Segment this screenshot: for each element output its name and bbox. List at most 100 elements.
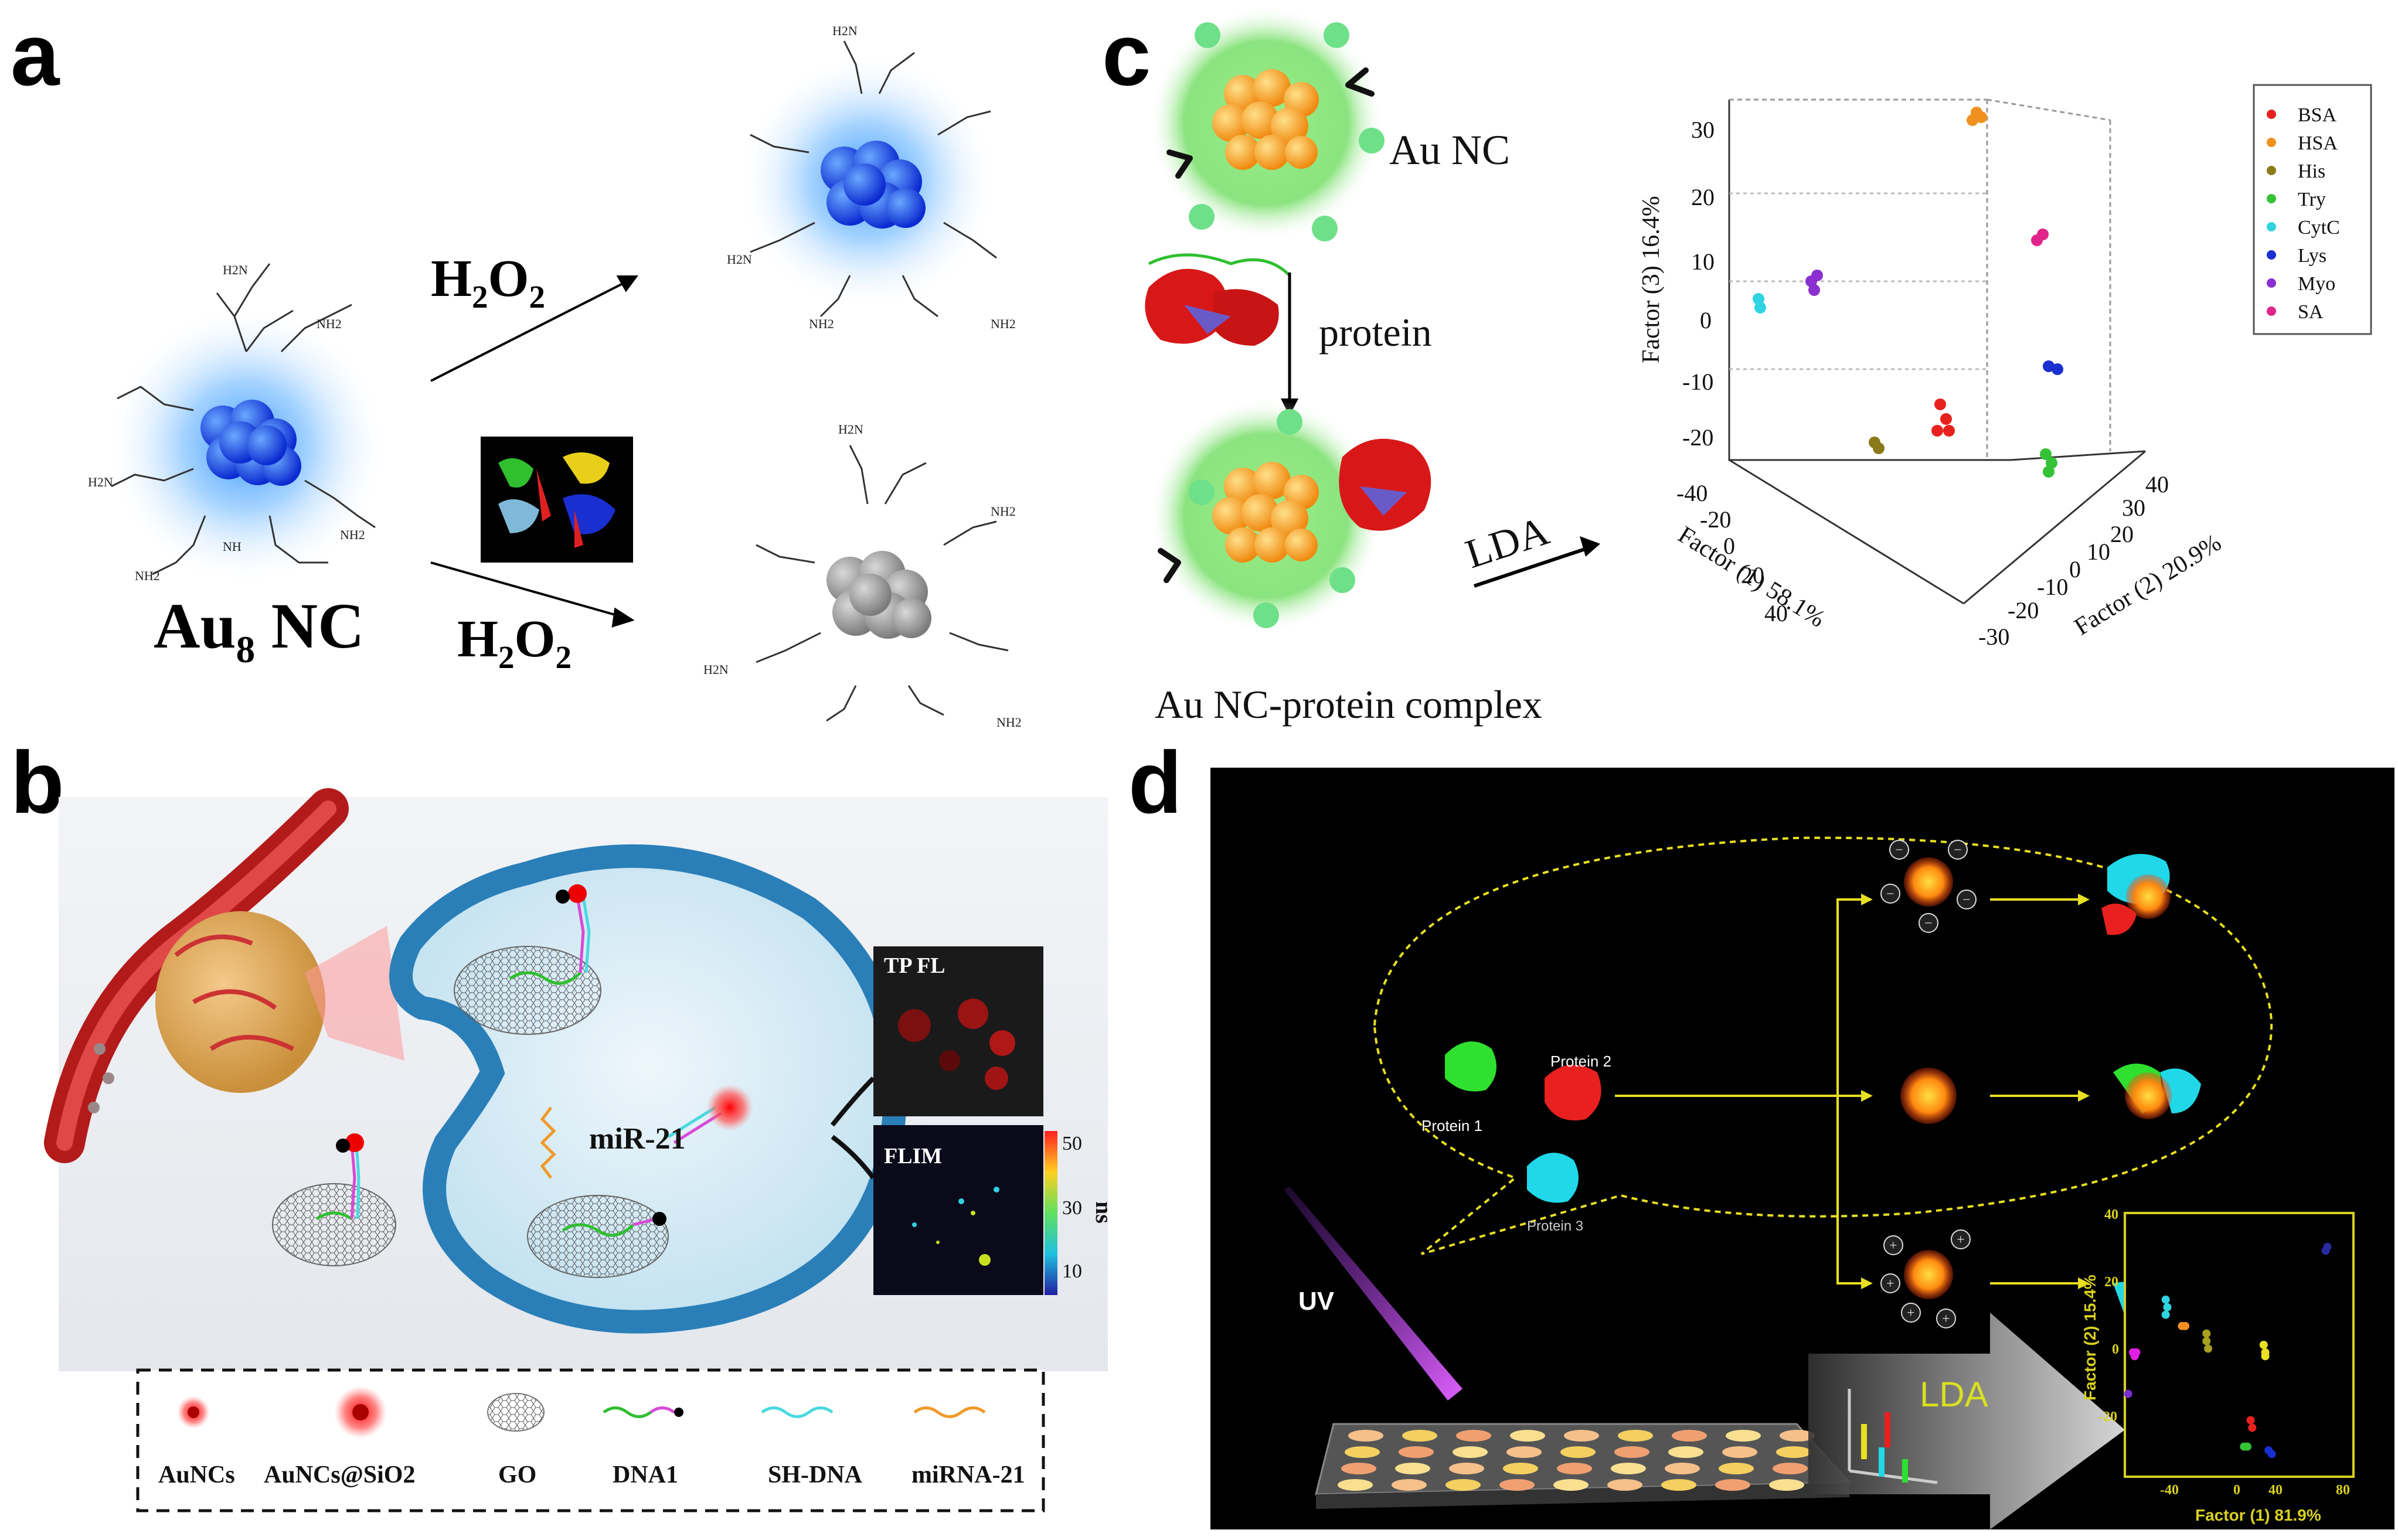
panel-letter-a: a [11, 5, 60, 104]
au-nc-top [1149, 6, 1385, 241]
well [1665, 1463, 1700, 1474]
scale-tick: 50 [1062, 1133, 1082, 1154]
au-nc-negative [1880, 840, 1977, 933]
well [1395, 1463, 1430, 1474]
scatter-point-magenta [2132, 1348, 2141, 1357]
panel-b-diagram: miR-21 TP FL FLIM 50 30 10 ns [44, 788, 1114, 1512]
au-nc-neutral [1900, 1068, 1957, 1124]
z-tick: -20 [1682, 424, 1713, 451]
x-tick: -40 [1676, 480, 1707, 506]
panel-c-diagram: Au NC protein Au NC-protein complex LDA [1145, 6, 2372, 727]
h2o2-label-bottom: H2O2 [457, 610, 572, 675]
amine-label: NH2 [340, 527, 365, 542]
well [1672, 1430, 1707, 1442]
well [1668, 1446, 1703, 1458]
scatter-point-olive [2204, 1344, 2213, 1353]
uv-label: UV [1298, 1287, 1335, 1316]
aunc-markers [336, 884, 753, 1226]
legend-item: Lys [2298, 245, 2326, 267]
amine-label: NH2 [996, 715, 1022, 730]
plot-3d [1728, 98, 2146, 605]
legend-item: Myo [2298, 273, 2335, 295]
legend-dot [2267, 138, 2276, 147]
well [1614, 1446, 1649, 1458]
protein-2 [1545, 1065, 1601, 1120]
scatter-point-purple [2124, 1389, 2132, 1398]
scale-tick: 30 [1062, 1197, 1082, 1219]
legend-go: GO [498, 1461, 536, 1488]
y-tick: 0 [2069, 556, 2081, 582]
z-tick: 0 [1700, 307, 1712, 333]
z-tick: 10 [1691, 248, 1715, 275]
amine-label: NH2 [991, 504, 1016, 519]
flim-label: FLIM [884, 1144, 942, 1168]
well [1341, 1463, 1376, 1474]
protein-3-label: Protein 3 [1527, 1218, 1583, 1234]
legend-item: BSA [2298, 104, 2337, 126]
au-nc-protein-complex [1149, 398, 1431, 633]
scatter-point-red [2246, 1416, 2255, 1425]
complex-label: Au NC-protein complex [1155, 682, 1542, 727]
lda-arrow-head [1580, 536, 1600, 557]
x-tick: 40 [2268, 1483, 2283, 1498]
z-tick: -10 [1682, 369, 1713, 395]
panel-a-diagram: H2N NH2 H2N NH2 NH2 NH H2N H2N NH2 NH2 [88, 23, 1022, 730]
x-tick: -20 [1700, 506, 1731, 533]
panel-d-diagram: Protein 1 Protein 2 Protein 3 − − − − − [1210, 768, 2394, 1529]
y-tick: 10 [2087, 539, 2110, 565]
amine-label: NH [223, 539, 241, 554]
y-tick: 40 [2104, 1207, 2118, 1222]
lda-y-axis-label: Factor (2) 15.4% [2081, 1275, 2099, 1401]
amine-label: H2N [703, 662, 729, 677]
go-sheet [272, 946, 669, 1278]
well [1769, 1479, 1804, 1491]
well [1348, 1430, 1383, 1442]
tumor [155, 911, 404, 1093]
well [1557, 1463, 1592, 1474]
well [1607, 1479, 1642, 1491]
charge-minus: − [1962, 892, 1971, 908]
charge-plus: + [1886, 1276, 1894, 1292]
dendrimer-top [750, 40, 997, 318]
legend-3d [2253, 84, 2372, 335]
charge-plus: + [1889, 1238, 1897, 1253]
arrow-bottom [430, 561, 628, 619]
well [1726, 1430, 1761, 1442]
au8-cluster-left [106, 305, 387, 586]
legend-aunc: AuNCs [158, 1461, 235, 1488]
mir21-strand [540, 1106, 556, 1179]
au-nc-label: Au NC [1389, 127, 1510, 173]
flow-arrows [1615, 898, 2084, 1285]
well [1399, 1446, 1434, 1458]
x-tick: 0 [2233, 1483, 2240, 1498]
panel-letter-b: b [11, 733, 64, 832]
amine-label: NH2 [809, 316, 834, 331]
y-tick: -10 [2037, 574, 2068, 600]
well [1553, 1479, 1589, 1491]
legend-dna1: DNA1 [613, 1461, 678, 1488]
y-tick: 30 [2122, 495, 2145, 521]
amine-label: H2N [832, 23, 858, 38]
tp-fl-label: TP FL [884, 953, 945, 978]
well [1722, 1446, 1757, 1458]
legend-aunc-sio2: AuNCs@SiO2 [264, 1461, 415, 1488]
charge-minus: − [1886, 887, 1894, 902]
x-tick: 40 [1764, 600, 1788, 626]
well [1338, 1479, 1373, 1491]
well [1661, 1479, 1696, 1491]
mini-axes [1848, 1389, 1938, 1484]
well [1449, 1463, 1484, 1474]
panel-letter-c: c [1102, 5, 1151, 104]
y-tick: -30 [1978, 624, 2009, 650]
well [1392, 1479, 1427, 1491]
y-tick: 0 [2112, 1342, 2119, 1357]
amine-label: NH2 [135, 568, 160, 583]
well [1499, 1479, 1535, 1491]
well [1780, 1430, 1815, 1442]
well [1564, 1430, 1599, 1442]
lda-label-d: LDA [1920, 1375, 1988, 1414]
scatter-point-cyan [2163, 1303, 2172, 1311]
well [1618, 1430, 1653, 1442]
amine-label: H2N [727, 252, 752, 267]
legend-dot [2267, 278, 2276, 288]
